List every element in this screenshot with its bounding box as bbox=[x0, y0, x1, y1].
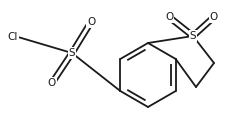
Text: O: O bbox=[87, 17, 95, 27]
Text: O: O bbox=[210, 12, 218, 22]
Text: S: S bbox=[69, 48, 75, 58]
Text: O: O bbox=[48, 78, 56, 88]
Text: Cl: Cl bbox=[8, 32, 18, 42]
Text: O: O bbox=[87, 17, 95, 27]
Text: S: S bbox=[190, 31, 196, 41]
Text: S: S bbox=[190, 31, 196, 41]
Text: S: S bbox=[69, 48, 75, 58]
Text: Cl: Cl bbox=[8, 32, 18, 42]
Text: O: O bbox=[48, 78, 56, 88]
Text: O: O bbox=[165, 12, 173, 22]
Text: O: O bbox=[165, 12, 173, 22]
Text: O: O bbox=[210, 12, 218, 22]
